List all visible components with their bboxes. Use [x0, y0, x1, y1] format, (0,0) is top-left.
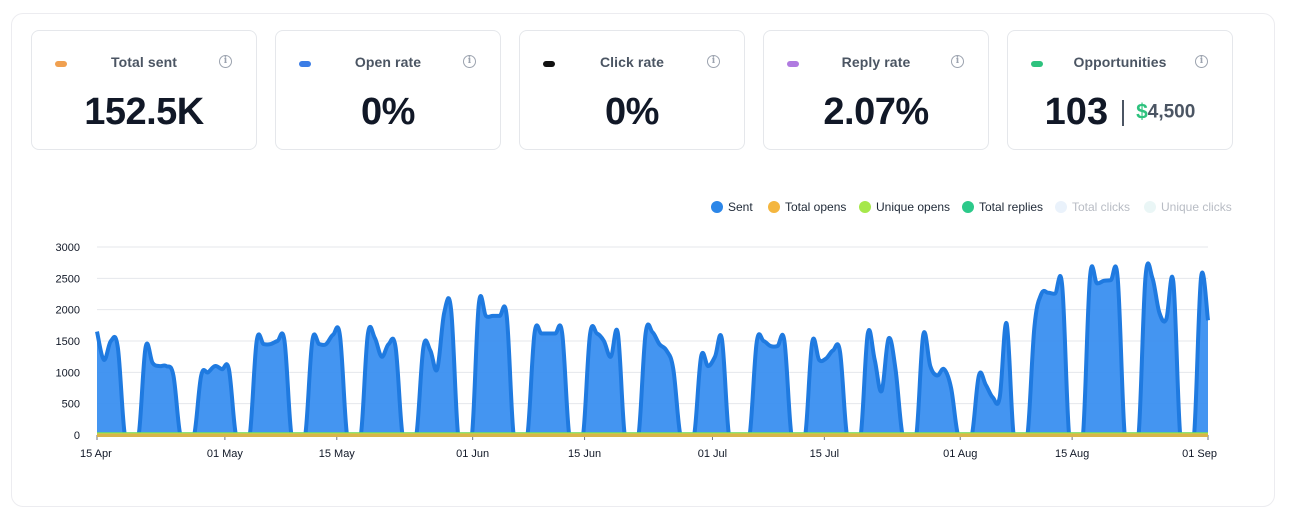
sent-line [95, 261, 1210, 437]
legend-item-total-opens[interactable]: Total opens [768, 197, 846, 217]
legend-label: Total opens [785, 200, 847, 214]
sent-area [97, 263, 1208, 435]
x-tick-label: 15 May [319, 448, 356, 460]
y-tick-label: 1500 [56, 336, 80, 348]
stat-card-label: Opportunities [1073, 54, 1167, 70]
stat-card-label: Click rate [599, 54, 665, 70]
stat-card-value: 0% [361, 91, 415, 133]
x-tick-label: 15 Jun [568, 448, 601, 460]
opportunities-amount: 4,500 [1147, 101, 1196, 123]
stat-card-reply-rate[interactable]: Reply rate i 2.07% [763, 30, 989, 150]
legend-swatch [768, 201, 780, 213]
stat-card-value: 2.07% [823, 91, 929, 133]
open-rate-indicator [299, 61, 311, 67]
stat-card-click-rate[interactable]: Click rate i 0% [519, 30, 745, 150]
legend-item-unique-opens[interactable]: Unique opens [859, 197, 950, 217]
stat-card-label: Reply rate [841, 54, 911, 70]
divider [1122, 99, 1125, 126]
chart-legend: Sent Total opens Unique opens Total repl… [0, 197, 1299, 217]
legend-item-sent[interactable]: Sent [711, 197, 753, 217]
legend-label: Total clicks [1072, 200, 1131, 214]
legend-item-total-replies[interactable]: Total replies [962, 197, 1043, 217]
legend-swatch [962, 201, 974, 213]
stat-card-value: 0% [605, 91, 659, 133]
y-tick-label: 500 [62, 399, 80, 411]
x-tick-label: 01 Sep [1182, 448, 1217, 460]
y-tick-label: 1000 [56, 367, 80, 379]
stat-card-opportunities[interactable]: Opportunities i 103 $4,500 [1007, 30, 1233, 150]
info-icon[interactable]: i [219, 55, 232, 68]
info-icon[interactable]: i [1195, 55, 1208, 68]
stat-card-value: 152.5K [84, 91, 204, 133]
opportunities-indicator [1031, 61, 1043, 67]
legend-swatch [1055, 201, 1067, 213]
y-tick-label: 3000 [56, 242, 80, 254]
stat-card-total-sent[interactable]: Total sent i 152.5K [31, 30, 257, 150]
info-icon[interactable]: i [951, 55, 964, 68]
legend-swatch [1144, 201, 1156, 213]
x-tick-label: 01 Aug [943, 448, 977, 460]
click-rate-indicator [543, 61, 555, 67]
reply-rate-indicator [787, 61, 799, 67]
info-icon[interactable]: i [463, 55, 476, 68]
stat-card-open-rate[interactable]: Open rate i 0% [275, 30, 501, 150]
stat-card-label: Total sent [110, 54, 178, 70]
x-tick-label: 15 Apr [80, 448, 112, 460]
x-tick-label: 15 Aug [1055, 448, 1089, 460]
legend-swatch [859, 201, 871, 213]
y-tick-label: 0 [74, 430, 80, 442]
opportunities-value: 103 $4,500 [1008, 91, 1232, 134]
y-tick-label: 2000 [56, 305, 80, 317]
legend-label: Unique opens [876, 200, 951, 214]
stat-card-label: Open rate [354, 54, 422, 70]
legend-label: Unique clicks [1161, 200, 1232, 214]
x-tick-label: 01 Jul [698, 448, 727, 460]
y-tick-label: 2500 [56, 273, 80, 285]
x-tick-label: 15 Jul [810, 448, 839, 460]
legend-label: Sent [728, 200, 753, 214]
dollar-sign: $ [1136, 100, 1148, 124]
legend-item-unique-clicks[interactable]: Unique clicks [1144, 197, 1232, 217]
opportunities-count: 103 [1044, 91, 1109, 133]
x-tick-label: 01 Jun [456, 448, 489, 460]
x-tick-label: 01 May [207, 448, 244, 460]
total-sent-indicator [55, 61, 67, 67]
legend-label: Total replies [979, 200, 1044, 214]
stat-cards: Total sent i 152.5K Open rate i 0% Click… [31, 30, 1234, 150]
legend-item-total-clicks[interactable]: Total clicks [1055, 197, 1130, 217]
info-icon[interactable]: i [707, 55, 720, 68]
legend-swatch [711, 201, 723, 213]
